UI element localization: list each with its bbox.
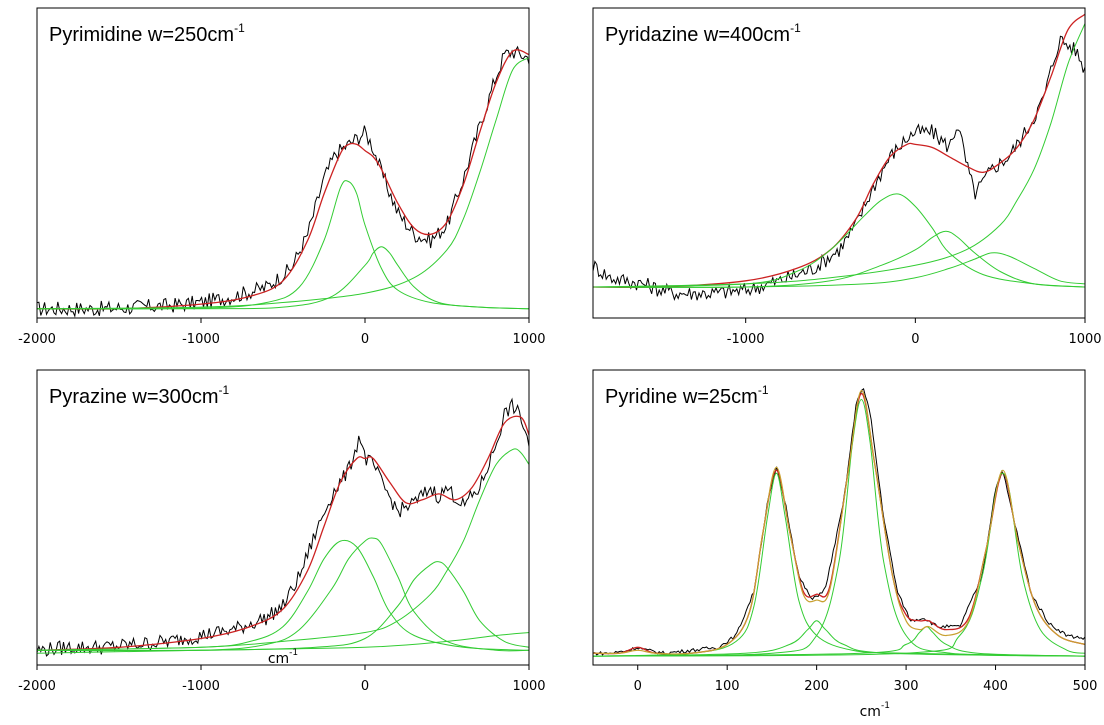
x-tick-label: 1000: [512, 679, 545, 694]
plot-area: [37, 45, 529, 318]
x-tick-label: 1000: [512, 332, 545, 347]
component-curve-6: [593, 626, 1085, 657]
x-tick-label: -2000: [18, 332, 56, 347]
component-curve-7: [37, 632, 529, 654]
total-curve-8: [593, 389, 1085, 655]
chart-panel-4: 0 100 200 300 400 500 Pyridine w=25cm-1 cm-1: [592, 369, 1098, 720]
x-tick-label: -1000: [727, 332, 765, 347]
chart-panel-1: -2000 -1000 0 1000 Pyrimidine w=250cm-1: [18, 7, 546, 347]
component-curve-5: [37, 57, 529, 310]
component-curve-5: [37, 561, 529, 651]
component-curve-3: [37, 539, 529, 651]
x-tick-label: -1000: [182, 679, 220, 694]
x-tick-label: 0: [361, 332, 369, 347]
x-tick-label: 1000: [1068, 332, 1101, 347]
x-tick-label: 200: [804, 679, 829, 694]
panel-title: Pyridine w=25cm-1: [605, 383, 769, 408]
fit-curve-2: [593, 13, 1085, 289]
x-tick-label: -1000: [182, 332, 220, 347]
component-curve-5: [593, 398, 1085, 657]
x-tick-label: 0: [361, 679, 369, 694]
x-tick-label: 0: [634, 679, 642, 694]
plot-frame: [592, 369, 1086, 666]
chart-panel-2: -1000 0 1000 Pyridazine w=400cm-1: [592, 7, 1102, 347]
x-tick-label: -2000: [18, 679, 56, 694]
x-tick-label: 100: [715, 679, 740, 694]
component-curve-4: [37, 537, 529, 652]
chart-panel-3: -2000 -1000 0 1000 Pyrazine w=300cm-1 cm-1: [18, 369, 546, 694]
plot-frame: [36, 369, 530, 666]
plot-area: [37, 397, 529, 657]
plot-frame: [592, 7, 1086, 319]
fit-curve-2: [37, 415, 529, 651]
data-curve-1: [37, 397, 529, 657]
plot-area: [593, 387, 1085, 657]
component-curve-4: [593, 620, 1085, 657]
x-axis-unit: cm-1: [268, 648, 298, 667]
fit-curve-2: [37, 49, 529, 310]
component-curve-5: [593, 252, 1085, 288]
component-curve-6: [593, 23, 1085, 288]
component-curve-3: [593, 193, 1085, 288]
panel-title: Pyrazine w=300cm-1: [49, 383, 230, 408]
component-curve-4: [37, 246, 529, 310]
plot-area: [593, 13, 1085, 301]
panel-title: Pyridazine w=400cm-1: [605, 21, 801, 46]
x-tick-label: 400: [983, 679, 1008, 694]
x-tick-label: 300: [894, 679, 919, 694]
component-curve-3: [37, 180, 529, 310]
panel-title: Pyrimidine w=250cm-1: [49, 21, 245, 46]
x-tick-label: 0: [911, 332, 919, 347]
component-curve-6: [37, 448, 529, 651]
data-curve-1: [593, 35, 1085, 301]
component-curve-4: [593, 230, 1085, 288]
x-tick-label: 500: [1073, 679, 1098, 694]
data-curve-1: [37, 45, 529, 318]
data-curve-1: [593, 387, 1085, 656]
plot-frame: [36, 7, 530, 319]
x-axis-unit: cm-1: [860, 701, 890, 720]
